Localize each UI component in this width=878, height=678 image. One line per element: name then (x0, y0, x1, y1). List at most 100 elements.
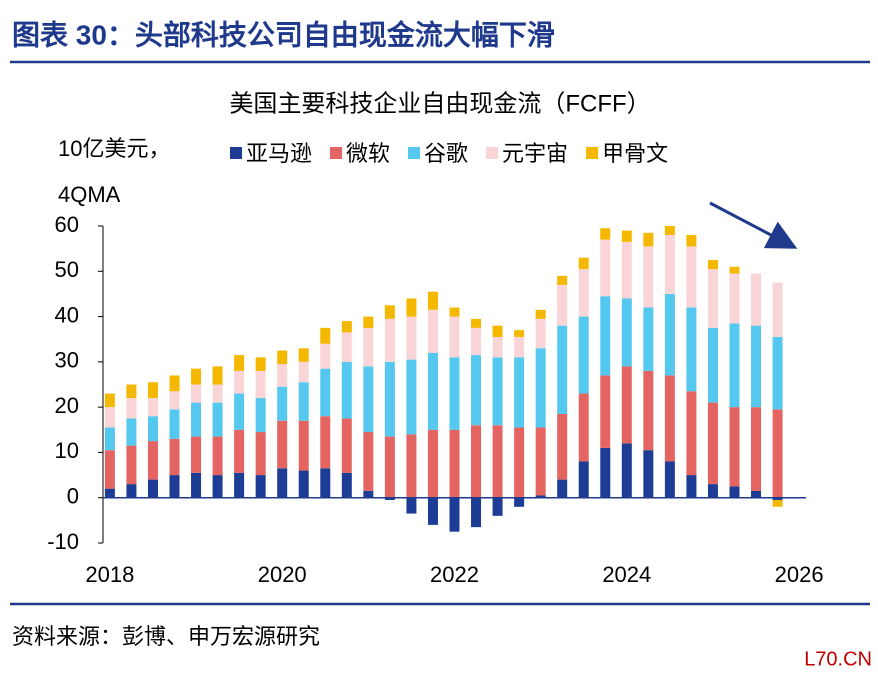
bar (341, 332, 352, 362)
bar (621, 230, 632, 242)
bar (384, 318, 395, 362)
bar (104, 427, 115, 451)
bar (104, 393, 115, 408)
bar (169, 375, 180, 392)
legend-label: 微软 (346, 141, 390, 166)
y-tick-label: 30 (55, 348, 79, 373)
bar (751, 490, 762, 498)
bar (751, 325, 762, 408)
bar (643, 307, 654, 371)
bar (363, 432, 374, 491)
bar (147, 416, 158, 442)
bar (621, 366, 632, 444)
y-tick-label: -10 (47, 529, 79, 554)
bar (664, 375, 675, 462)
bar (557, 325, 568, 414)
x-tick-label: 2022 (430, 562, 479, 587)
bar (471, 497, 482, 528)
bar (600, 239, 611, 297)
bar (384, 361, 395, 437)
bar (126, 384, 137, 399)
bar (471, 355, 482, 426)
bar (363, 490, 374, 498)
bar (384, 436, 395, 498)
bar (449, 429, 460, 498)
bar (427, 429, 438, 498)
bar (600, 296, 611, 376)
bar (320, 368, 331, 417)
bar (169, 438, 180, 476)
bar (320, 416, 331, 469)
bar (234, 355, 245, 371)
bar (729, 273, 740, 324)
legend-swatch (330, 147, 343, 159)
bar (751, 407, 762, 491)
bar (427, 352, 438, 430)
y-tick-label: 10 (55, 438, 79, 463)
bar (104, 450, 115, 489)
bar (772, 336, 783, 410)
bar (514, 357, 525, 428)
bar (147, 441, 158, 480)
bar (104, 407, 115, 428)
bar (557, 479, 568, 498)
bar (126, 418, 137, 446)
bar (191, 384, 202, 403)
bar (600, 447, 611, 498)
bar (621, 298, 632, 367)
legend-label: 元宇宙 (502, 141, 568, 166)
bar (449, 497, 460, 532)
watermark: L70.CN (804, 648, 872, 670)
bar (212, 475, 223, 498)
bar (298, 420, 309, 471)
bar (341, 472, 352, 498)
bar (471, 318, 482, 328)
bar (772, 497, 783, 500)
bar (212, 436, 223, 476)
bar (298, 382, 309, 421)
y-tick-label: 50 (55, 257, 79, 282)
bar (578, 316, 589, 394)
bar (212, 366, 223, 385)
bar (191, 436, 202, 473)
bar (234, 370, 245, 394)
bar (578, 269, 589, 317)
x-tick-label: 2018 (85, 562, 134, 587)
bar (664, 461, 675, 498)
bar (557, 275, 568, 285)
bar (557, 413, 568, 480)
bar (578, 393, 589, 462)
x-tick-label: 2024 (602, 562, 651, 587)
bar (686, 391, 697, 476)
bar (621, 241, 632, 299)
y-tick-label: 0 (67, 484, 79, 509)
bar (406, 298, 417, 317)
bar (169, 409, 180, 439)
y-tick-label: 40 (55, 302, 79, 327)
header-title: 图表 30：头部科技公司自由现金流大幅下滑 (12, 18, 555, 50)
bar (255, 475, 266, 498)
bar (363, 366, 374, 433)
bar (492, 357, 503, 426)
bar (104, 488, 115, 498)
bar (212, 402, 223, 437)
bar (363, 327, 374, 367)
bar (535, 348, 546, 428)
bar (147, 398, 158, 417)
bar (535, 318, 546, 349)
bar (643, 246, 654, 308)
bar (277, 468, 288, 498)
chart-title: 美国主要科技企业自由现金流（FCFF） (229, 90, 650, 117)
bar (729, 266, 740, 274)
bar (686, 475, 697, 498)
bar (643, 370, 654, 451)
bar (169, 475, 180, 498)
bar (320, 327, 331, 344)
legend-swatch (486, 147, 499, 159)
bar (772, 409, 783, 498)
bar (729, 486, 740, 498)
legend-label: 甲骨文 (602, 141, 668, 166)
bar (191, 472, 202, 498)
bar (707, 484, 718, 498)
bar (341, 418, 352, 473)
